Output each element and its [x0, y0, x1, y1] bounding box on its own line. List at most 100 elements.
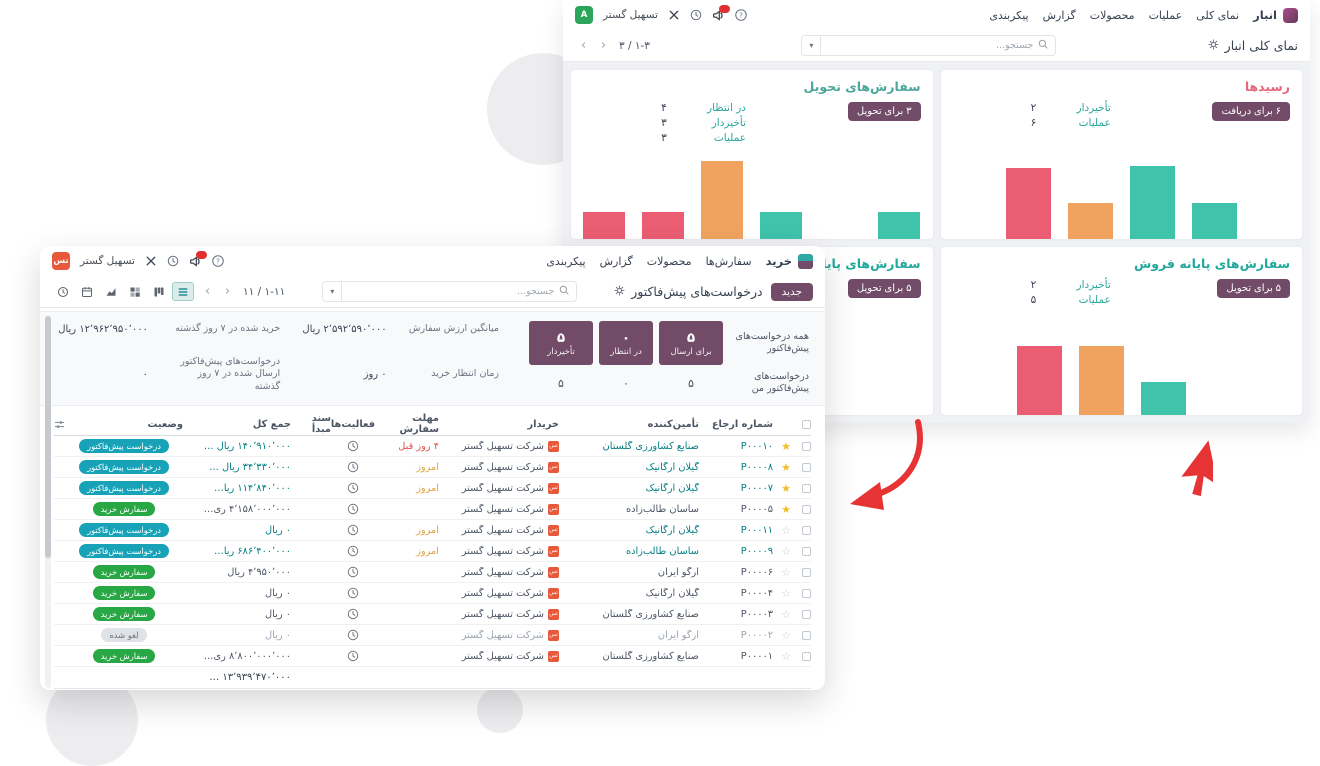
card-action-button[interactable]: ۶ برای دریافت	[1212, 102, 1290, 121]
inventory-menus-item-0[interactable]: نمای کلی	[1196, 8, 1240, 22]
star-icon[interactable]: ☆	[781, 586, 791, 600]
gear-icon[interactable]	[1208, 38, 1219, 53]
pager-prev-button[interactable]: ‹	[580, 38, 587, 53]
card-action-button[interactable]: ۵ برای تحویل	[1217, 278, 1290, 298]
help-icon[interactable]: ?	[212, 255, 224, 267]
search-filter-caret[interactable]: ▾	[323, 282, 343, 301]
col-header-total[interactable]: جمع کل	[252, 418, 291, 430]
graph-view-icon[interactable]	[100, 282, 122, 301]
star-icon[interactable]: ☆	[781, 649, 791, 663]
col-header-deadline[interactable]: مهلت سفارش	[399, 413, 439, 435]
star-icon[interactable]: ☆	[781, 607, 791, 621]
star-icon[interactable]: ☆	[781, 544, 791, 558]
star-icon[interactable]: ☆	[781, 565, 791, 579]
user-avatar[interactable]: تس	[52, 252, 70, 270]
debug-tools-icon[interactable]	[668, 9, 680, 21]
new-button[interactable]: جدید	[770, 282, 813, 301]
table-row[interactable]: ☆ P۰۰۰۱۱ گیلان ارگانیک تس شرکت تسهیل گستر امر…	[54, 520, 811, 541]
inventory-menus-item-4[interactable]: پیکربندی	[989, 8, 1029, 22]
kpi-tile-late[interactable]: ۵ تأخیردار	[529, 321, 593, 366]
star-icon[interactable]: ★	[781, 439, 791, 453]
activity-clock-icon[interactable]	[331, 482, 375, 494]
row-checkbox[interactable]	[802, 462, 811, 472]
row-checkbox[interactable]	[802, 651, 811, 661]
kpi-my-late[interactable]: ۵	[558, 376, 564, 390]
company-name[interactable]: تسهیل گستر	[603, 9, 658, 21]
activity-clock-icon[interactable]	[167, 255, 179, 267]
scrollbar-thumb[interactable]	[45, 316, 51, 558]
table-row[interactable]: ☆ P۰۰۰۰۱ صنایع کشاورزی گلستان تس شرکت تسهیل …	[54, 646, 811, 667]
star-icon[interactable]: ☆	[781, 628, 791, 642]
activity-clock-icon[interactable]	[331, 608, 375, 620]
kanban-view-icon[interactable]	[148, 282, 170, 301]
user-avatar[interactable]: A	[575, 6, 593, 24]
debug-tools-icon[interactable]	[145, 255, 157, 267]
table-row[interactable]: ★ P۰۰۰۰۷ گیلان ارگانیک تس شرکت تسهیل گستر امر…	[54, 478, 811, 499]
table-row[interactable]: ★ P۰۰۰۱۰ صنایع کشاورزی گلستان تس شرکت تسهیل …	[54, 436, 811, 457]
star-icon[interactable]: ★	[781, 481, 791, 495]
row-checkbox[interactable]	[802, 588, 811, 598]
inventory-app-switcher[interactable]: انبار	[1253, 7, 1298, 23]
list-view-icon[interactable]	[172, 282, 195, 301]
inventory-menus-item-3[interactable]: گزارش	[1042, 8, 1076, 22]
activity-clock-icon[interactable]	[331, 440, 375, 452]
activity-clock-icon[interactable]	[331, 524, 375, 536]
activity-clock-icon[interactable]	[331, 503, 375, 515]
row-checkbox[interactable]	[802, 567, 811, 577]
card-action-button[interactable]: ۵ برای تحویل	[847, 278, 921, 298]
kpi-tile-to-send[interactable]: ۵ برای ارسال	[659, 321, 723, 366]
purchase-app-switcher[interactable]: خرید	[766, 253, 813, 269]
kpi-tile-waiting[interactable]: ۰ در انتظار	[599, 321, 653, 366]
pager-next-button[interactable]: ›	[600, 38, 607, 53]
select-all-checkbox[interactable]	[802, 419, 811, 429]
activity-clock-icon[interactable]	[331, 461, 375, 473]
activity-clock-icon[interactable]	[331, 545, 375, 557]
activity-clock-icon[interactable]	[331, 587, 375, 599]
table-row[interactable]: ★ P۰۰۰۰۸ گیلان ارگانیک تس شرکت تسهیل گستر امر…	[54, 457, 811, 478]
optional-columns-icon[interactable]	[43, 419, 65, 430]
col-header-source[interactable]: سند مبدأ	[311, 413, 331, 435]
purchase-menus-item-1[interactable]: محصولات	[646, 254, 692, 268]
inventory-menus-item-2[interactable]: محصولات	[1089, 8, 1135, 22]
row-checkbox[interactable]	[802, 630, 811, 640]
card-action-button[interactable]: ۳ برای تحویل	[847, 102, 921, 121]
row-checkbox[interactable]	[802, 525, 811, 535]
purchase-menus-item-3[interactable]: پیکربندی	[546, 254, 586, 268]
row-checkbox[interactable]	[802, 546, 811, 556]
search-input[interactable]: جستجو... ▾	[801, 35, 1057, 56]
kpi-my-to-send[interactable]: ۵	[688, 376, 694, 390]
col-header-buyer[interactable]: خریدار	[527, 418, 560, 430]
pager-next-button[interactable]: ›	[224, 284, 231, 299]
search-input[interactable]: جستجو... ▾	[322, 281, 578, 302]
row-checkbox[interactable]	[802, 609, 811, 619]
col-header-activities[interactable]: فعالیت‌ها	[330, 418, 375, 430]
kpi-my-waiting[interactable]: ۰	[623, 376, 629, 390]
calendar-view-icon[interactable]	[76, 282, 98, 301]
purchase-menus-item-2[interactable]: گزارش	[599, 254, 633, 268]
activity-clock-icon[interactable]	[331, 566, 375, 578]
table-row[interactable]: ☆ P۰۰۰۰۲ ارگو ایران تس شرکت تسهیل گستر ۰ ریال…	[54, 625, 811, 646]
table-row[interactable]: ☆ P۰۰۰۰۶ ارگو ایران تس شرکت تسهیل گستر ۴٬۹۵۰٬…	[54, 562, 811, 583]
inventory-menus-item-1[interactable]: عملیات	[1148, 8, 1183, 22]
row-checkbox[interactable]	[802, 483, 811, 493]
help-icon[interactable]: ?	[735, 9, 747, 21]
col-header-vendor[interactable]: تأمین‌کننده	[647, 418, 699, 430]
gear-icon[interactable]	[614, 284, 625, 299]
pager-prev-button[interactable]: ‹	[204, 284, 211, 299]
star-icon[interactable]: ★	[781, 460, 791, 474]
notifications-icon[interactable]	[712, 4, 730, 22]
table-row[interactable]: ☆ P۰۰۰۰۹ ساسان طالب‌زاده تس شرکت تسهیل گستر ا…	[54, 541, 811, 562]
notifications-icon[interactable]	[189, 250, 207, 268]
activity-clock-icon[interactable]	[331, 629, 375, 641]
table-row[interactable]: ☆ P۰۰۰۰۴ گیلان ارگانیک تس شرکت تسهیل گستر ۰ ر…	[54, 583, 811, 604]
star-icon[interactable]: ★	[781, 502, 791, 516]
purchase-menus-item-0[interactable]: سفارش‌ها	[705, 254, 752, 268]
activity-clock-icon[interactable]	[331, 650, 375, 662]
star-icon[interactable]: ☆	[781, 523, 791, 537]
table-row[interactable]: ☆ P۰۰۰۰۳ صنایع کشاورزی گلستان تس شرکت تسهیل …	[54, 604, 811, 625]
company-name[interactable]: تسهیل گستر	[80, 255, 135, 267]
activity-view-icon[interactable]	[52, 282, 74, 301]
col-header-reference[interactable]: شماره ارجاع	[711, 418, 773, 430]
activity-clock-icon[interactable]	[690, 9, 702, 21]
table-row[interactable]: ★ P۰۰۰۰۵ ساسان طالب‌زاده تس شرکت تسهیل گستر ۴…	[54, 499, 811, 520]
